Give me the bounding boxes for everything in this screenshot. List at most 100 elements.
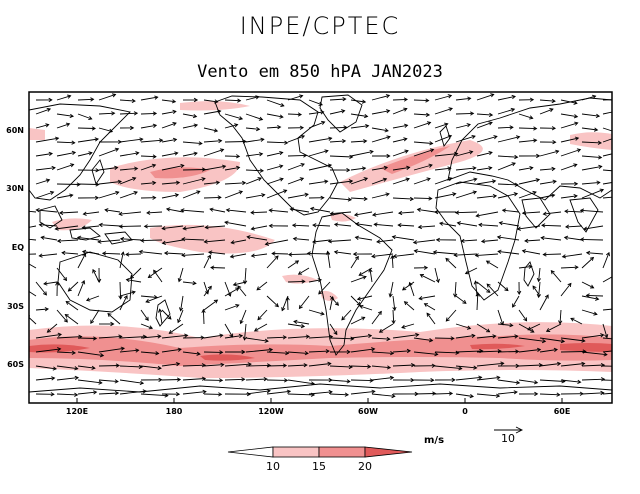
wind-vector [90,309,100,324]
wind-vector [389,281,394,297]
wind-vector [371,178,387,185]
wind-vector-head [409,196,415,202]
wind-vector-head [406,165,411,170]
wind-vector [560,113,578,118]
wind-vector [518,139,537,143]
wind-vector [77,183,99,185]
wind-vector-head [343,125,348,130]
wind-vector-head [447,94,453,99]
wind-vector [98,127,113,133]
wind-vector [203,286,212,297]
wind-vector-head [328,389,333,395]
wind-vector [182,169,206,171]
wind-vector [581,309,598,315]
wind-vector-head [448,177,453,182]
wind-vector-head [176,377,182,382]
wind-vector [182,141,202,145]
wind-vector [392,197,414,200]
wind-vector [434,177,452,185]
wind-vector-head [536,153,541,159]
wind-vector [602,337,612,340]
wind-vector [224,190,243,199]
wind-vector-head [111,93,117,98]
wind-vector [245,337,269,342]
wind-vector-head [576,148,582,153]
wind-vector [77,280,85,297]
wind-vector-head [125,277,130,283]
wind-vector-head [363,196,368,201]
wind-vector-head [324,179,329,184]
wind-vector [240,309,247,324]
wind-vector [455,376,482,381]
wind-vector-head [65,122,71,127]
wind-vector-head [299,125,305,130]
wind-vector [82,225,100,229]
wind-vector-head [177,277,182,283]
wind-vector [257,309,268,321]
wind-vector-head [304,351,309,356]
wind-vector [98,148,119,157]
wind-vector [580,238,604,241]
wind-vector [371,393,395,397]
wind-vector [357,295,373,300]
wind-vector-head [69,193,74,198]
wind-vector-head [480,239,486,244]
wind-vector [455,178,477,185]
wind-vector-head [389,375,395,380]
lon-label-60w: 60W [358,407,378,416]
wind-vector-head [45,123,50,128]
wind-vector [371,337,390,340]
wind-vector-head [81,249,87,255]
wind-vector [77,379,102,384]
wind-vector [98,379,119,383]
wind-vector [581,181,600,185]
wind-vector-head [488,121,493,126]
wind-vector [119,167,138,171]
wind-vector [371,351,394,354]
wind-vector-head [542,252,547,257]
wind-vector [476,393,500,397]
wind-vector-head [114,390,120,396]
wind-vector [266,255,279,269]
wind-vector [497,323,513,326]
wind-vector [350,316,365,325]
wind-vector-head [305,334,310,339]
wind-vector [522,211,541,214]
wind-vector-head [279,150,284,156]
wind-vector [476,362,504,367]
wind-vector-head [284,140,289,145]
wind-vector-head [221,164,227,169]
wind-vector [287,351,309,354]
wind-vector [140,139,163,143]
wind-vector-head [574,136,580,141]
lon-label-120w: 120W [258,407,284,416]
wind-vector-head [403,137,408,142]
wind-vector-head [595,113,601,119]
wind-vector [586,294,604,297]
wind-vector [182,351,200,355]
wind-vector-head [283,378,289,383]
wind-vector [350,150,374,157]
wind-vector-head [129,125,135,131]
wind-vector [476,335,496,339]
wind-vector [47,323,58,333]
wind-vector [455,323,471,329]
wind-vector [205,225,226,228]
wind-vector-head [184,333,189,338]
wind-vector [455,167,476,171]
wind-vector-head [386,135,391,140]
wind-vector-head [306,251,311,256]
wind-vector-head [125,252,130,257]
wind-vector-head [118,211,123,217]
wind-vector [518,167,533,171]
wind-vector-head [327,163,333,168]
wind-vector-head [535,178,541,183]
wind-vector [266,113,283,118]
wind-vector [153,270,163,283]
wind-vector [287,177,304,185]
wind-vector [350,140,367,143]
wind-vector [329,197,352,201]
wind-vector-head [405,177,410,182]
wind-vector-head [573,100,578,105]
wind-vector [478,224,499,227]
